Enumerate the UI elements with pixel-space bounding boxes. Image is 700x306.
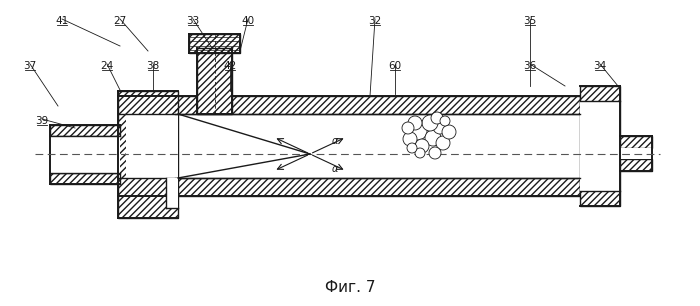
Circle shape	[442, 125, 456, 139]
Text: 36: 36	[524, 61, 537, 71]
Bar	[50, 173, 120, 184]
Circle shape	[409, 122, 427, 140]
Bar	[620, 159, 652, 171]
Bar	[580, 101, 620, 191]
Text: 34: 34	[594, 61, 607, 71]
Bar	[580, 86, 620, 206]
Text: 40: 40	[241, 16, 255, 26]
Circle shape	[440, 116, 450, 126]
Bar	[189, 34, 240, 53]
Bar	[197, 48, 232, 114]
Text: α: α	[332, 164, 338, 174]
Circle shape	[415, 148, 425, 158]
Circle shape	[431, 112, 443, 124]
Text: 37: 37	[23, 61, 36, 71]
Text: 42: 42	[223, 61, 237, 71]
Bar	[50, 173, 120, 184]
Bar	[620, 136, 652, 148]
Circle shape	[425, 130, 441, 146]
Text: 60: 60	[389, 61, 402, 71]
Circle shape	[415, 139, 429, 153]
Text: α: α	[332, 136, 338, 146]
Circle shape	[402, 122, 414, 134]
Bar	[50, 125, 120, 136]
Bar	[50, 125, 120, 136]
Bar	[126, 114, 178, 178]
Text: 39: 39	[36, 116, 48, 126]
Bar	[620, 136, 652, 148]
Bar	[175, 178, 580, 196]
Text: 27: 27	[113, 16, 127, 26]
Bar	[189, 34, 240, 53]
Bar	[175, 96, 580, 114]
Circle shape	[407, 143, 417, 153]
Text: 32: 32	[368, 16, 382, 26]
Text: 35: 35	[524, 16, 537, 26]
Text: 41: 41	[55, 16, 69, 26]
Circle shape	[429, 147, 441, 159]
Bar	[620, 159, 652, 171]
Bar	[50, 136, 120, 173]
Circle shape	[436, 136, 450, 150]
Text: 24: 24	[100, 61, 113, 71]
Bar	[118, 91, 178, 218]
Circle shape	[408, 116, 422, 130]
Circle shape	[422, 115, 438, 131]
Bar	[197, 48, 232, 114]
Bar	[580, 86, 620, 206]
Bar	[175, 96, 580, 114]
Bar	[175, 114, 580, 178]
Circle shape	[433, 120, 447, 134]
Bar	[175, 178, 580, 196]
Text: 38: 38	[146, 61, 160, 71]
Bar	[118, 91, 178, 218]
Text: Фиг. 7: Фиг. 7	[325, 281, 375, 296]
Text: 33: 33	[186, 16, 200, 26]
Circle shape	[403, 132, 417, 146]
Bar	[620, 148, 652, 159]
Bar	[166, 178, 178, 208]
